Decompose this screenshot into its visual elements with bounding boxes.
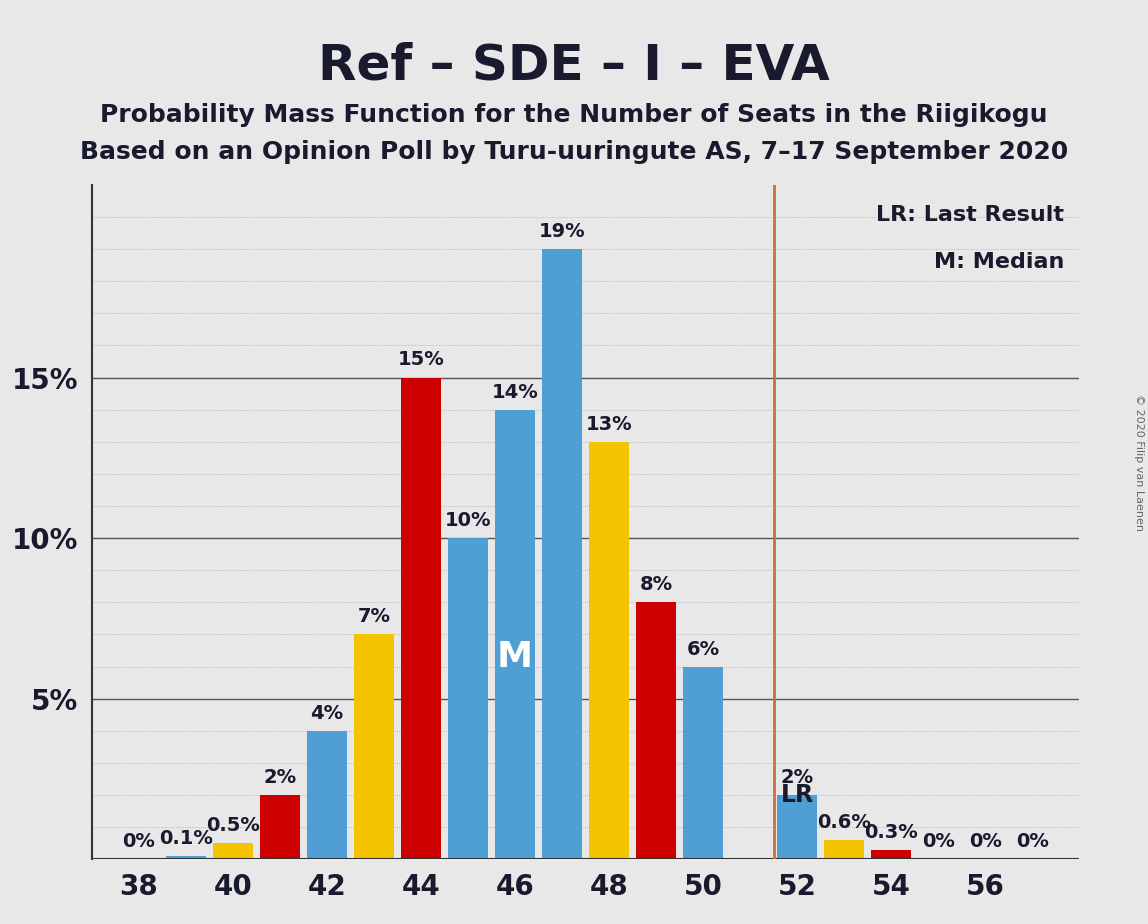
Bar [636, 602, 676, 859]
Text: 0%: 0% [922, 833, 954, 851]
Text: 0%: 0% [1016, 833, 1048, 851]
Text: 0%: 0% [969, 833, 1001, 851]
Text: 6%: 6% [687, 639, 720, 659]
Bar [448, 538, 488, 859]
Bar [165, 857, 205, 859]
Bar [871, 850, 912, 859]
Text: © 2020 Filip van Laenen: © 2020 Filip van Laenen [1134, 394, 1143, 530]
Text: 15%: 15% [397, 350, 444, 370]
Text: M: M [497, 640, 533, 674]
Text: 0.5%: 0.5% [205, 816, 259, 835]
Bar [777, 795, 817, 859]
Text: LR: LR [781, 783, 814, 807]
Text: 19%: 19% [538, 222, 585, 241]
Bar [824, 840, 864, 859]
Bar [683, 666, 723, 859]
Bar [401, 378, 441, 859]
Bar [542, 249, 582, 859]
Text: 10%: 10% [444, 511, 491, 530]
Text: 0.6%: 0.6% [817, 813, 871, 832]
Text: 8%: 8% [639, 576, 673, 594]
Text: 2%: 2% [781, 768, 814, 787]
Text: 0%: 0% [123, 833, 155, 851]
Text: Probability Mass Function for the Number of Seats in the Riigikogu: Probability Mass Function for the Number… [100, 103, 1048, 128]
Text: 14%: 14% [491, 383, 538, 402]
Text: 2%: 2% [263, 768, 296, 787]
Bar [212, 844, 253, 859]
Text: 0.3%: 0.3% [864, 822, 918, 842]
Text: 0.1%: 0.1% [158, 829, 212, 848]
Text: 4%: 4% [310, 704, 343, 723]
Text: 13%: 13% [585, 415, 633, 433]
Text: Based on an Opinion Poll by Turu-uuringute AS, 7–17 September 2020: Based on an Opinion Poll by Turu-uuringu… [80, 140, 1068, 164]
Text: LR: Last Result: LR: Last Result [876, 205, 1064, 225]
Bar [354, 635, 394, 859]
Text: M: Median: M: Median [934, 252, 1064, 273]
Bar [589, 442, 629, 859]
Bar [307, 731, 347, 859]
Text: 7%: 7% [357, 607, 390, 626]
Text: Ref – SDE – I – EVA: Ref – SDE – I – EVA [318, 42, 830, 90]
Bar [259, 795, 300, 859]
Bar [495, 409, 535, 859]
